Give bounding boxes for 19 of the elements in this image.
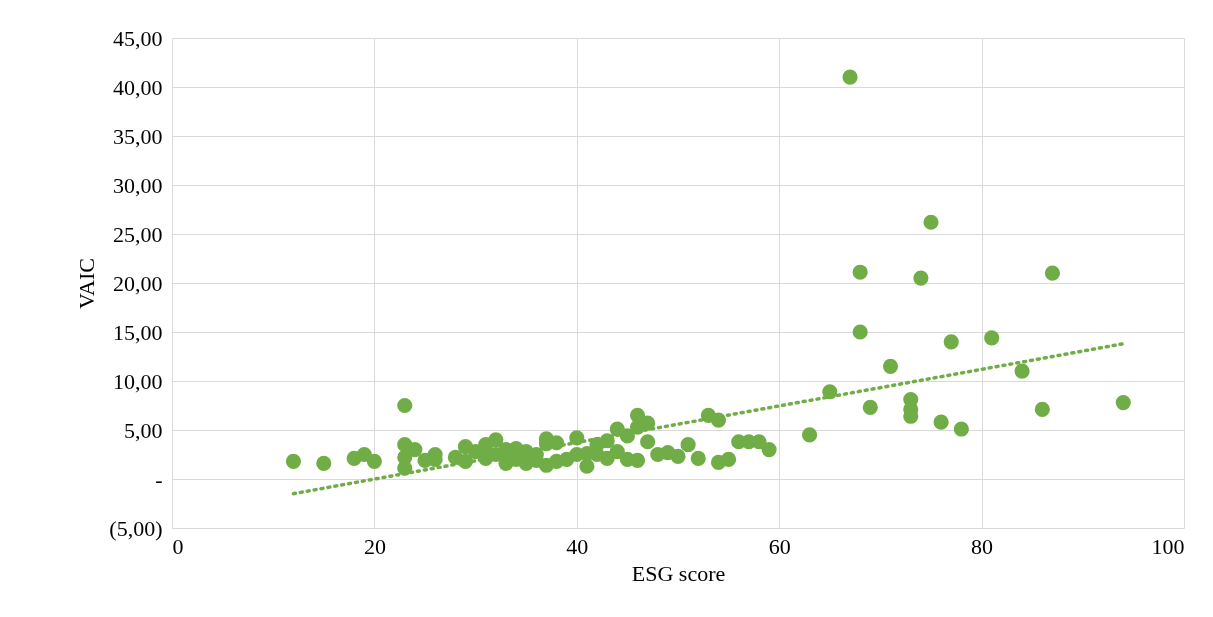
y-tick-label: -: [155, 466, 163, 492]
y-tick-label: 15,00: [113, 319, 163, 345]
y-tick-label: 5,00: [124, 417, 163, 443]
x-axis-title: ESG score: [631, 560, 726, 586]
y-tick-label: (5,00): [109, 515, 163, 541]
x-tick-label: 100: [1151, 533, 1185, 559]
y-tick-label: 20,00: [113, 270, 163, 296]
y-axis-title: VAIC: [74, 258, 100, 309]
x-tick-label: 40: [566, 533, 589, 559]
y-tick-label: 35,00: [113, 123, 163, 149]
x-tick-label: 20: [363, 533, 386, 559]
y-tick-label: 25,00: [113, 221, 163, 247]
x-tick-label: 60: [768, 533, 791, 559]
y-tick-label: 30,00: [113, 172, 163, 198]
y-tick-label: 40,00: [113, 74, 163, 100]
x-tick-label: 80: [971, 533, 994, 559]
y-tick-label: 10,00: [113, 368, 163, 394]
y-tick-label: 45,00: [113, 25, 163, 51]
x-tick-label: 0: [172, 533, 184, 559]
